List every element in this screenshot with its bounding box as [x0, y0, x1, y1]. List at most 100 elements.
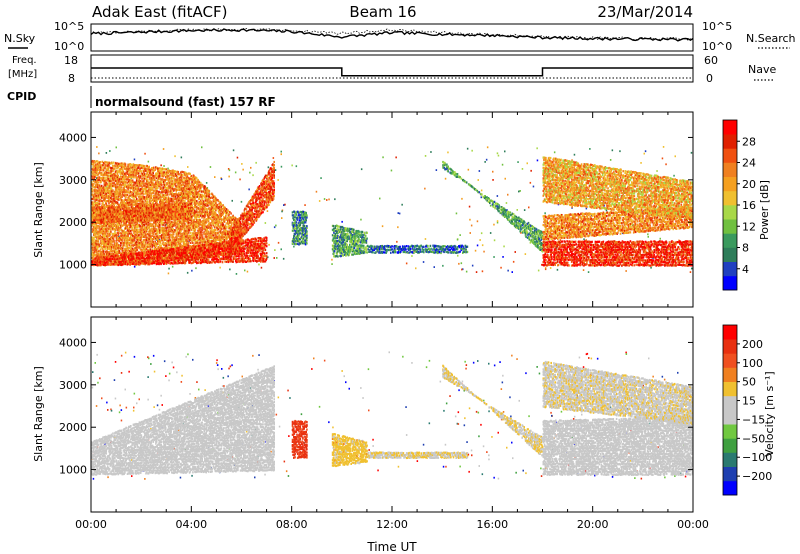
data-cell: [135, 192, 138, 195]
data-cell: [164, 176, 167, 179]
frequency-panel: Freq. [MHz] 18 8 60 0 Nave: [8, 54, 776, 85]
data-cell: [144, 243, 147, 246]
data-cell: [142, 223, 145, 227]
data-cell: [120, 190, 122, 194]
data-cell: [95, 174, 97, 177]
data-cell: [95, 180, 98, 183]
data-cell: [102, 174, 104, 177]
data-speckle: [234, 171, 237, 174]
data-cell: [133, 199, 135, 203]
data-cell: [108, 252, 111, 255]
data-cell: [112, 189, 114, 192]
data-speckle: [315, 190, 318, 193]
data-cell: [135, 167, 137, 170]
data-cell: [104, 186, 106, 189]
data-speckle: [544, 266, 547, 269]
data-cell: [100, 181, 102, 184]
data-cell: [93, 231, 95, 234]
data-speckle: [168, 267, 170, 270]
data-speckle: [255, 161, 257, 164]
data-speckle: [96, 146, 98, 148]
data-cell: [117, 196, 119, 199]
data-cell: [116, 250, 118, 253]
data-cell: [122, 202, 125, 205]
data-cell: [137, 172, 140, 175]
data-cell: [143, 241, 145, 244]
data-cell: [96, 163, 99, 166]
data-cell: [114, 202, 116, 205]
data-cell: [112, 169, 115, 172]
data-speckle: [323, 198, 326, 200]
data-cell: [123, 190, 125, 193]
data-speckle: [690, 151, 693, 154]
data-cell: [164, 224, 166, 227]
data-cell: [182, 173, 184, 176]
data-speckle: [381, 225, 384, 228]
data-cell: [133, 184, 135, 187]
data-cell: [96, 170, 98, 173]
data-cell: [111, 243, 114, 246]
data-speckle: [115, 146, 117, 149]
data-cell: [112, 182, 114, 185]
data-cell: [98, 196, 101, 199]
data-cell: [130, 257, 133, 260]
data-cell: [95, 166, 97, 169]
data-cell: [129, 204, 131, 207]
data-speckle: [598, 170, 601, 173]
data-speckle: [163, 165, 165, 167]
data-cell: [110, 196, 112, 199]
data-speckle: [608, 199, 610, 201]
data-speckle: [444, 177, 447, 180]
data-speckle: [461, 197, 463, 200]
data-cell: [135, 181, 137, 184]
data-speckle: [556, 268, 559, 271]
data-cell: [114, 242, 117, 245]
data-speckle: [555, 246, 558, 249]
data-cell: [119, 227, 121, 230]
nave-tick-bottom: 0: [706, 72, 713, 85]
data-cell: [156, 172, 158, 175]
data-cell: [138, 243, 141, 246]
data-speckle: [167, 167, 169, 170]
data-cell: [137, 239, 140, 242]
data-speckle: [396, 240, 398, 243]
data-cell: [91, 253, 94, 256]
data-speckle: [135, 264, 138, 266]
data-cell: [110, 200, 112, 203]
data-cell: [97, 202, 100, 205]
data-cell: [108, 166, 111, 169]
data-speckle: [424, 238, 427, 240]
data-cell: [135, 238, 138, 241]
data-cell: [142, 190, 145, 193]
data-speckle: [474, 249, 477, 252]
data-cell: [94, 249, 96, 252]
data-cell: [123, 223, 125, 226]
data-speckle: [165, 223, 167, 226]
data-cell: [131, 179, 134, 182]
data-cell: [122, 234, 124, 237]
data-cell: [140, 184, 143, 188]
data-speckle: [109, 150, 111, 152]
data-cell: [129, 234, 132, 237]
data-cell: [127, 188, 129, 191]
data-cell: [96, 179, 99, 182]
data-cell: [96, 247, 99, 251]
data-speckle: [174, 155, 176, 158]
data-cell: [123, 194, 125, 197]
data-cell: [131, 164, 134, 167]
data-cell: [115, 239, 117, 242]
data-cell: [143, 179, 145, 182]
data-cell: [94, 161, 96, 164]
data-cell: [135, 179, 138, 182]
data-speckle: [277, 241, 280, 244]
data-cell: [95, 250, 97, 253]
data-cell: [126, 237, 129, 240]
data-cell: [104, 174, 106, 177]
data-cell: [103, 224, 106, 227]
data-speckle: [486, 146, 489, 149]
data-speckle: [536, 159, 539, 162]
data-cell: [97, 240, 100, 243]
data-speckle: [471, 149, 473, 152]
data-cell: [117, 182, 119, 185]
data-cell: [93, 255, 95, 258]
